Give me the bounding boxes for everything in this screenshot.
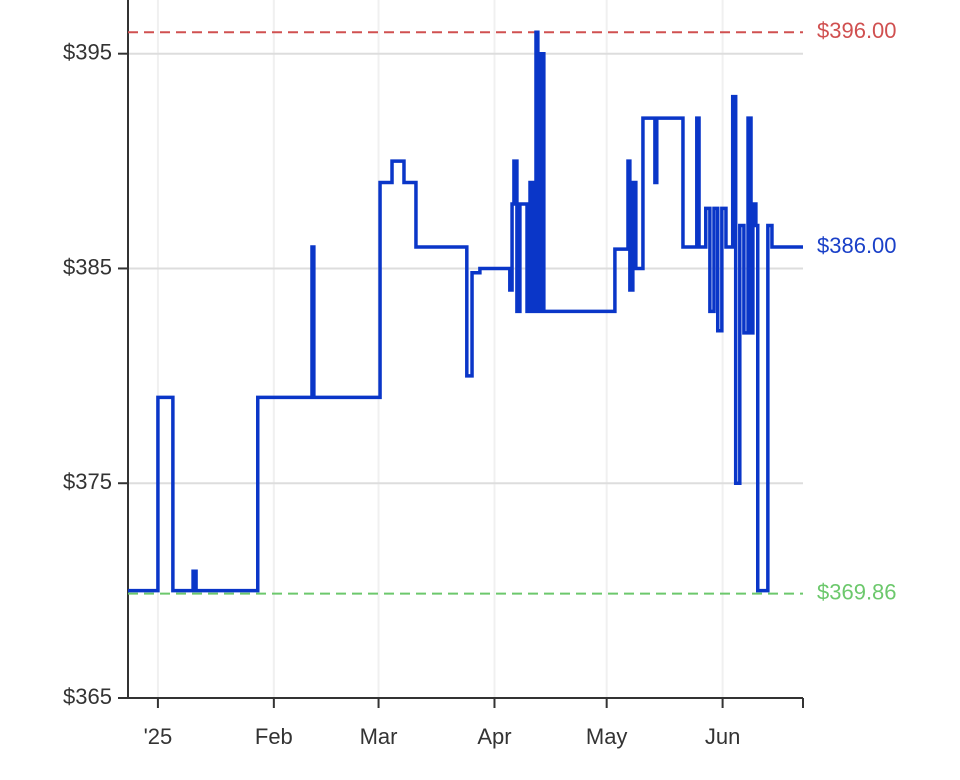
reference-label: $396.00 bbox=[817, 18, 897, 43]
x-tick-label: May bbox=[586, 724, 628, 749]
reference-label: $386.00 bbox=[817, 233, 897, 258]
x-tick-label: Jun bbox=[705, 724, 740, 749]
x-tick-label: Feb bbox=[255, 724, 293, 749]
y-tick-label: $395 bbox=[63, 40, 112, 65]
price-line bbox=[128, 30, 803, 593]
reference-label: $369.86 bbox=[817, 579, 897, 604]
y-tick-label: $375 bbox=[63, 469, 112, 494]
x-tick-label: Apr bbox=[477, 724, 511, 749]
y-tick-label: $385 bbox=[63, 254, 112, 279]
x-tick-label: Mar bbox=[360, 724, 398, 749]
x-tick-label: '25 bbox=[144, 724, 173, 749]
y-tick-label: $365 bbox=[63, 684, 112, 709]
